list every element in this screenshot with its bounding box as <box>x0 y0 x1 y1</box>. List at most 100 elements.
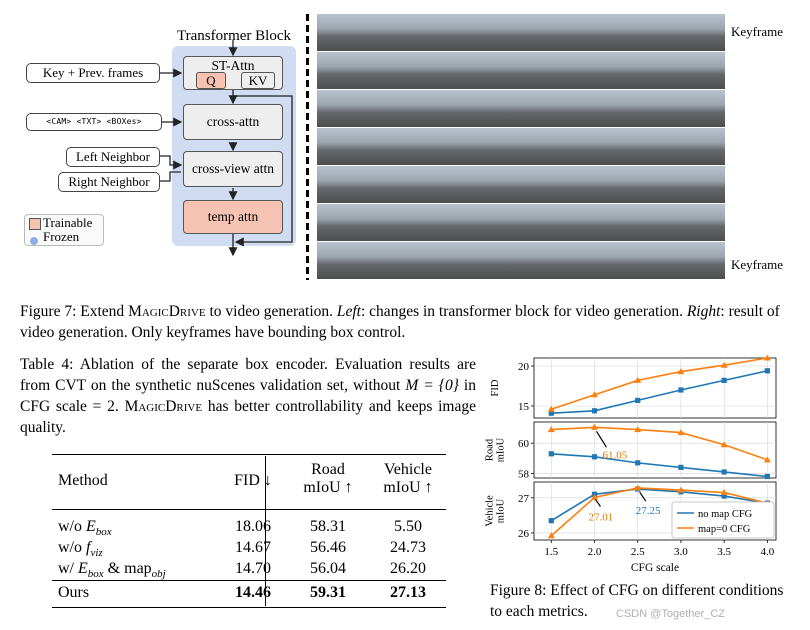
data-point <box>721 377 727 383</box>
data-point <box>634 484 642 491</box>
road-column: 58.31 56.46 56.04 <box>310 518 346 577</box>
input-key-prev-frames: Key + Prev. frames <box>26 63 160 83</box>
table-row-ours: Ours 14.46 59.31 27.13 <box>52 581 446 607</box>
header-fid: FID ↓ <box>234 472 272 489</box>
table4-caption-text: has better controllability and keeps ima… <box>20 398 476 436</box>
y-axis-label: mIoU <box>496 498 507 523</box>
table-row: w/o Ebox <box>58 518 112 539</box>
header-road-line1: Road <box>311 461 345 478</box>
data-point <box>720 441 728 448</box>
y-axis-label: Road <box>485 438 496 461</box>
data-point <box>548 410 554 416</box>
x-tick-label: 3.5 <box>717 546 731 558</box>
keyframe-label-top: Keyframe <box>731 24 783 39</box>
y-axis-label: Vehicle <box>485 495 496 527</box>
data-point <box>547 532 555 539</box>
legend-frozen: Frozen <box>43 229 80 244</box>
figure7-text: Extend <box>76 303 129 320</box>
trainable-swatch <box>29 218 41 230</box>
data-point <box>591 391 598 398</box>
x-tick-label: 4.0 <box>760 546 774 558</box>
series-line <box>551 370 768 414</box>
figure8-caption: Figure 8: Effect of CFG on different con… <box>490 580 790 622</box>
table4: Method FID ↓ Road mIoU ↑ Vehicle mIoU ↑ … <box>52 454 446 608</box>
transformer-block-title: Transformer Block <box>176 28 292 44</box>
magicdrive-name: MagicDrive <box>128 303 206 320</box>
table-row: w/ Ebox & mapobj <box>58 560 166 581</box>
data-point <box>591 493 598 500</box>
cross-view-attn-block: cross-view attn <box>183 151 283 187</box>
series-line <box>551 426 768 461</box>
figure7-label: Figure 7: <box>20 303 77 320</box>
watermark: CSDN @Together_CZ <box>616 608 725 620</box>
legend-box <box>671 501 775 539</box>
y-tick-label: 26 <box>518 528 530 540</box>
header-road-line2: mIoU ↑ <box>303 479 353 496</box>
y-tick-label: 60 <box>518 438 530 450</box>
annotation-arrow <box>595 430 608 448</box>
figure7-right: Right <box>686 303 721 320</box>
annotation-arrow <box>639 491 647 502</box>
data-point <box>591 423 598 430</box>
cross-attn-block: cross-attn <box>183 104 283 140</box>
table4-caption-math: M = {0} <box>405 377 459 394</box>
figure8-label: Figure 8: <box>490 582 547 599</box>
video-frame-row <box>317 166 725 203</box>
plot-frame <box>533 357 777 419</box>
table-vertical-rule <box>265 456 266 606</box>
video-frame-row <box>317 14 725 51</box>
ours-road: 59.31 <box>310 584 346 601</box>
video-generation-grid <box>317 14 725 279</box>
data-point <box>678 387 684 393</box>
data-point <box>547 405 555 412</box>
data-point <box>591 454 598 460</box>
st-attn-label: ST-Attn <box>211 58 255 73</box>
figure7-caption: Figure 7: Extend MagicDrive to video gen… <box>20 301 790 343</box>
annotation-label: 27.25 <box>636 505 661 517</box>
y-tick-label: 58 <box>518 468 530 480</box>
table4-header: Method FID ↓ Road mIoU ↑ Vehicle mIoU ↑ <box>52 455 446 509</box>
fid-column: 18.06 14.67 14.70 <box>235 518 271 577</box>
figure7-left: Left <box>336 303 361 320</box>
magicdrive-name: MagicDrive <box>124 398 203 415</box>
table4-caption-text: Table 4: Ablation of the separate box en… <box>20 356 476 394</box>
legend-trainable: Trainable <box>43 215 93 230</box>
diagram-arrows <box>160 40 293 257</box>
table-row: w/o fviz <box>58 539 103 560</box>
table4-caption-text: in CFG scale = 2. <box>20 377 476 415</box>
q-box: Q <box>196 72 226 89</box>
header-vehicle: Vehicle mIoU ↑ <box>370 461 446 497</box>
data-point <box>763 354 771 361</box>
annotation-label: 27.01 <box>589 511 614 523</box>
video-frame-row <box>317 90 725 127</box>
keyframe-label-bottom: Keyframe <box>731 257 783 272</box>
legend-label: map=0 CFG <box>698 524 751 535</box>
y-axis-label: FID <box>490 379 501 396</box>
table4-caption: Table 4: Ablation of the separate box en… <box>20 354 476 438</box>
header-vehicle-line2: mIoU ↑ <box>383 479 433 496</box>
data-point <box>635 397 641 403</box>
frozen-icon <box>30 232 38 250</box>
temp-attn-block: temp attn <box>183 200 283 234</box>
video-frame-row <box>317 128 725 165</box>
input-tokens: <CAM> <TXT> <BOXes> <box>26 113 162 131</box>
y-tick-label: 20 <box>518 361 530 373</box>
header-vehicle-line1: Vehicle <box>384 461 432 478</box>
data-point <box>548 451 554 457</box>
ours-vehicle: 27.13 <box>390 584 426 601</box>
data-point <box>720 489 728 496</box>
figure7-text: : result of video generation. Only keyfr… <box>20 303 780 341</box>
x-tick-label: 3.0 <box>674 546 688 558</box>
x-tick-label: 2.5 <box>631 546 645 558</box>
video-frame-row <box>317 242 725 279</box>
data-point <box>764 368 770 374</box>
y-tick-label: 15 <box>518 401 530 413</box>
data-point <box>635 460 641 466</box>
series-line <box>551 452 768 478</box>
x-tick-label: 1.5 <box>544 546 558 558</box>
data-point <box>634 426 642 433</box>
annotation-arrow <box>595 499 601 507</box>
data-point <box>677 486 685 493</box>
header-method: Method <box>58 472 108 489</box>
